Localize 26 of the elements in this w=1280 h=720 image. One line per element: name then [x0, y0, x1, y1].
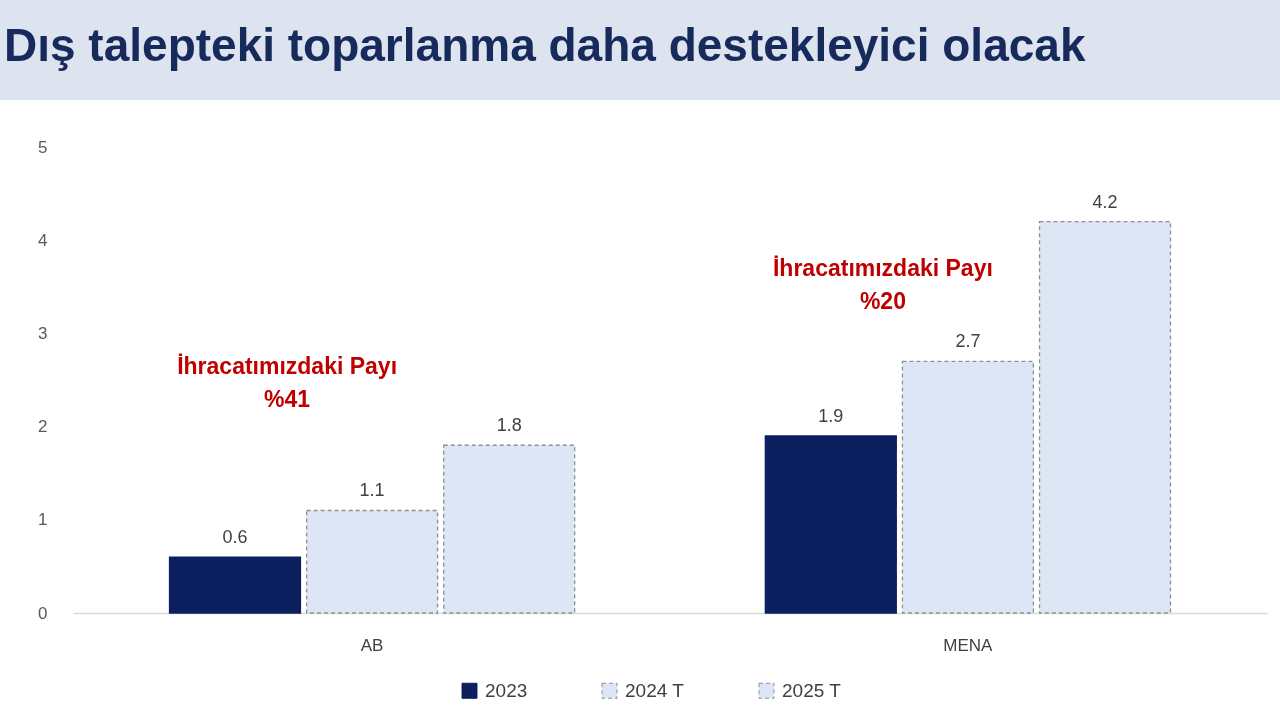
bar [443, 444, 576, 614]
y-tick-label: 2 [38, 417, 48, 437]
annotation: İhracatımızdaki Payı %20 [772, 255, 993, 314]
y-tick-label: 3 [38, 323, 48, 343]
annotation: İhracatımızdaki Payı %41 [177, 353, 398, 412]
data-label: 1.1 [359, 480, 385, 501]
bar [168, 556, 302, 614]
y-tick-label: 5 [38, 137, 48, 157]
legend-label: 2024 T [625, 679, 685, 701]
legend-label: 2025 T [782, 679, 842, 701]
legend-label: 2023 [485, 679, 528, 701]
x-tick-label: MENA [943, 635, 994, 655]
data-label: 1.8 [496, 415, 522, 436]
y-tick-label: 1 [38, 510, 48, 530]
data-label: 0.6 [222, 527, 248, 548]
y-tick-label: 0 [38, 603, 48, 623]
data-label: 4.2 [1092, 191, 1118, 212]
data-label: 1.9 [818, 405, 844, 426]
bar [901, 360, 1035, 614]
bar [1038, 220, 1172, 614]
y-tick-label: 4 [38, 230, 48, 250]
bar [305, 509, 439, 614]
bar [764, 435, 897, 614]
chart-title: Dış talepteki toparlanma daha destekleyici olacak [4, 19, 1086, 71]
x-tick-label: AB [360, 635, 384, 655]
data-label: 2.7 [955, 331, 981, 352]
